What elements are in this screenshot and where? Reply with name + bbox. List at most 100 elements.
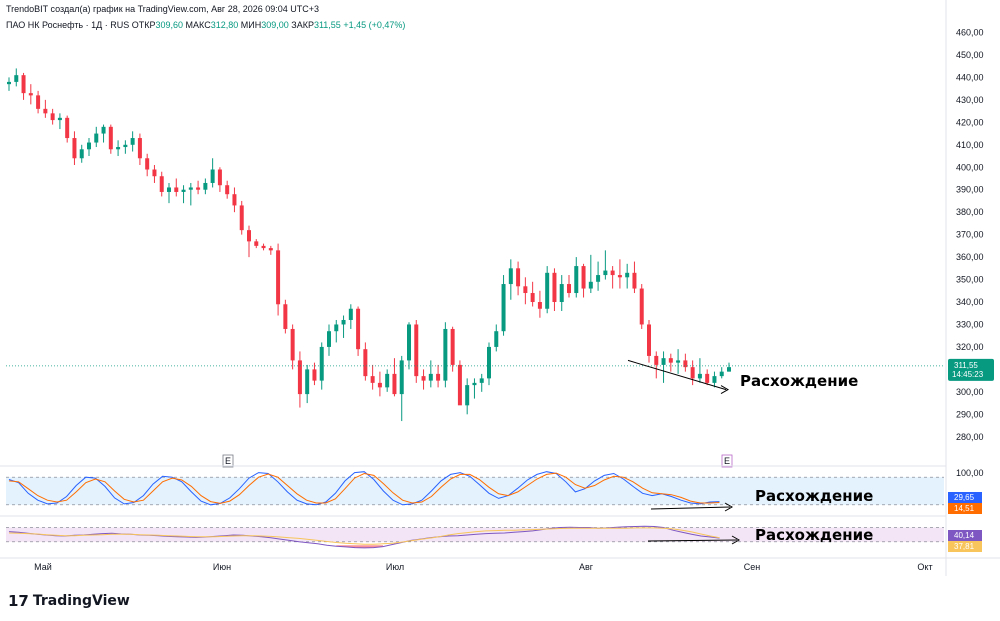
annotation-stoch: Расхождение [755,487,873,505]
candle-body [268,248,273,251]
candle-body [712,376,717,383]
candle-body [574,266,579,294]
divergence-line-main [627,359,727,391]
candle-body [705,373,710,383]
candle-body [341,319,346,325]
indicator2-signal-line [8,527,720,545]
candle-body [14,75,19,82]
price-axis-label: 420,00 [956,117,984,127]
candle-body [65,117,70,139]
close-value: 311,55 [313,20,341,30]
candle-body [210,169,215,183]
indicator2-signal-tag [948,541,982,552]
candle-body [356,308,361,350]
candle-body [28,93,33,96]
candle-body [399,360,404,395]
candle-body [617,275,622,278]
divergence-arrowhead-stoch [724,502,734,512]
annotation-main: Расхождение [740,372,858,390]
divergence-line-stoch [650,506,731,510]
tradingview-logo-icon: 17 [8,592,29,610]
candle-body [254,241,259,246]
open-label: ОТКР [131,20,156,30]
candle-body [108,126,113,150]
price-axis-label: 400,00 [956,162,984,172]
earnings-marker-label: E [225,456,231,466]
candle-body [348,308,353,320]
price-axis-label: 440,00 [956,72,984,82]
candle-body [72,138,77,159]
indicator2-main-tag [948,530,982,541]
candle-body [443,328,448,381]
candle-body [290,328,295,361]
candle-body [530,293,535,303]
candle-body [239,205,244,231]
candle-body [610,270,615,276]
price-tag-countdown: 14:45:23 [952,370,984,379]
candle-body [465,385,470,406]
candle-body [283,304,288,329]
divergence-arrowhead-main [720,385,730,395]
candle-body [276,250,281,305]
candle-body [516,268,521,287]
candle-body [537,302,542,309]
tradingview-logo[interactable]: 17 TradingView [8,592,130,610]
stoch-k-line [8,471,720,506]
candle-body [203,182,208,190]
price-axis-label: 380,00 [956,207,984,217]
earnings-marker-icon [222,454,234,468]
indicator2-main-value: 40,14 [954,531,975,540]
candle-body [363,349,368,377]
candle-body [43,108,48,114]
candle-body [639,288,644,325]
candle-body [428,373,433,381]
candle-body [137,138,142,159]
candle-body [94,133,99,143]
candle-body [523,286,528,294]
candle-body [421,376,426,381]
candle-body [603,270,608,276]
symbol-name[interactable]: ПАО НК Роснефть · 1Д · RUS [6,20,130,30]
candle-body [87,142,91,150]
candle-body [654,355,659,365]
candle-body [697,373,702,379]
candle-body [719,371,724,377]
candle-body [305,369,310,395]
candle-body [494,331,499,347]
price-axis-label: 280,00 [956,432,984,442]
candle-body [414,324,419,377]
candle-body [327,331,331,347]
candle-body [632,272,637,289]
stoch-axis-label: 100,00 [956,468,984,478]
candle-body [501,284,506,332]
candle-body [545,272,550,309]
high-label: МАКС [185,20,211,30]
candle-body [385,373,390,388]
open-value: 309,60 [155,20,184,30]
candle-body [479,378,484,383]
candle-body [370,376,375,383]
stoch-d-line [8,472,720,504]
stoch-d-value: 14,51 [954,504,975,513]
candle-body [217,169,222,186]
change-value: +1,45 (+0,47%) [343,20,406,30]
candle-body [167,187,171,192]
candle-body [596,275,601,282]
close-label: ЗАКР [291,20,314,30]
divergence-line-indicator2 [647,539,738,542]
price-axis-label: 370,00 [956,230,984,240]
candle-body [690,367,695,379]
stoch-k-value: 29,65 [954,493,975,502]
price-axis-label: 320,00 [956,342,984,352]
candle-body [450,328,455,365]
candle-body [79,149,84,159]
chart-credit: TrendoBIT создал(а) график на TradingVie… [6,4,320,14]
price-axis-label: 350,00 [956,275,984,285]
candle-body [508,268,513,285]
divergence-arrowhead-indicator2 [731,535,741,545]
candle-body [123,144,128,148]
candle-body [647,324,651,356]
stoch-k-tag [948,492,982,503]
